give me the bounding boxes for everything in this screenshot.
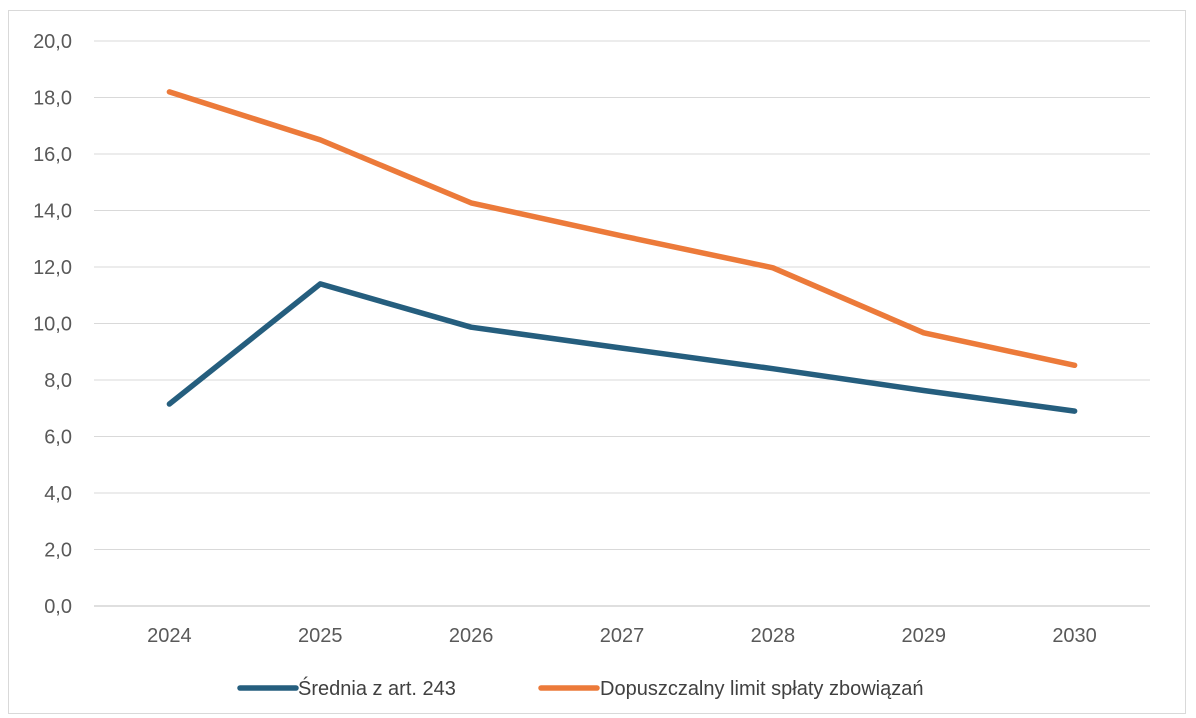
y-tick-label: 20,0 bbox=[33, 31, 72, 53]
y-tick-label: 0,0 bbox=[44, 596, 72, 618]
y-tick-label: 14,0 bbox=[33, 201, 72, 223]
series-lines bbox=[166, 89, 1078, 414]
y-axis-tick-labels: 0,0 2,0 4,0 6,0 8,0 10,0 12,0 14,0 16,0 18,0 20,0 bbox=[33, 31, 72, 618]
y-tick-label: 10,0 bbox=[33, 314, 72, 336]
legend-label-2: Dopuszczalny limit spłaty zbowiązań bbox=[600, 678, 923, 700]
x-axis-tick-labels: 2024 2025 2026 2027 2028 2029 2030 bbox=[147, 625, 1097, 647]
legend: Średnia z art. 243 Dopuszczalny limit spł… bbox=[237, 676, 923, 700]
y-tick-label: 18,0 bbox=[33, 88, 72, 110]
x-tick-label: 2025 bbox=[298, 625, 343, 647]
x-tick-label: 2026 bbox=[449, 625, 494, 647]
x-tick-label: 2024 bbox=[147, 625, 192, 647]
gridlines bbox=[94, 40, 1150, 607]
x-tick-label: 2029 bbox=[901, 625, 946, 647]
legend-label-1: Średnia z art. 243 bbox=[298, 676, 456, 700]
y-tick-label: 6,0 bbox=[44, 427, 72, 449]
y-tick-label: 8,0 bbox=[44, 370, 72, 392]
x-tick-label: 2028 bbox=[751, 625, 796, 647]
y-tick-label: 4,0 bbox=[44, 483, 72, 505]
series-line-2 bbox=[166, 89, 1078, 369]
y-tick-label: 16,0 bbox=[33, 144, 72, 166]
chart-frame bbox=[8, 10, 1186, 714]
y-tick-label: 12,0 bbox=[33, 257, 72, 279]
x-tick-label: 2030 bbox=[1052, 625, 1097, 647]
x-tick-label: 2027 bbox=[600, 625, 645, 647]
y-tick-label: 2,0 bbox=[44, 540, 72, 562]
series-line-1 bbox=[166, 281, 1078, 414]
